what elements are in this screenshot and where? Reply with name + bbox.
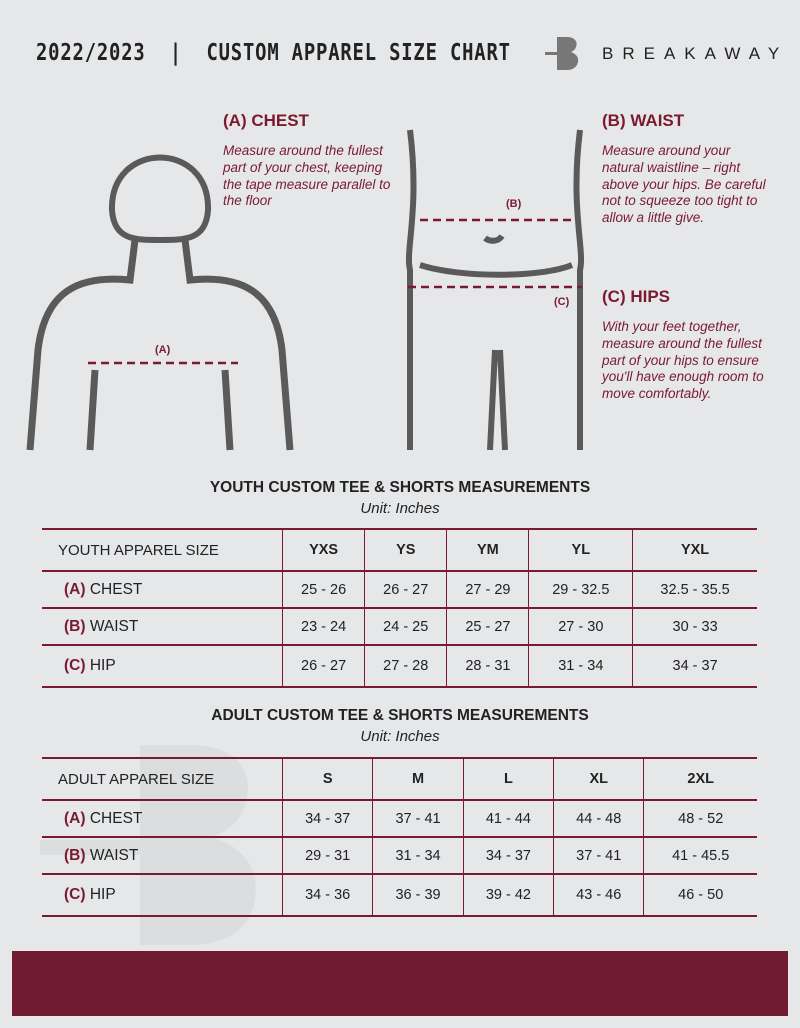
adult-size-table: ADULT APPAREL SIZE S M L XL 2XL (A) CHEST 34 … <box>42 757 757 917</box>
cell: 46 - 50 <box>643 873 757 917</box>
brand-name: BREAKAWAY <box>602 44 789 63</box>
table-row: (C) HIP 26 - 27 27 - 28 28 - 31 31 - 34 34 - … <box>42 644 757 688</box>
cell: 39 - 42 <box>462 873 554 917</box>
row-label: (A) CHEST <box>42 570 283 609</box>
cell: 23 - 24 <box>281 607 365 646</box>
youth-unit: Unit: Inches <box>360 500 440 517</box>
lower-body-outline <box>405 129 585 451</box>
size-label: YOUTH APPAREL SIZE <box>42 528 283 572</box>
size-header: L <box>462 757 554 801</box>
size-header: YM <box>446 528 529 572</box>
table-row: (A) CHEST 34 - 37 37 - 41 41 - 44 44 - 48 48 … <box>42 799 757 838</box>
hips-heading: (C) HIPS <box>602 287 670 306</box>
waist-description: Measure around your natural waistline – … <box>602 143 766 226</box>
cell: 48 - 52 <box>643 799 757 838</box>
breakaway-logo-icon <box>545 37 579 70</box>
cell: 25 - 26 <box>281 570 365 609</box>
cell: 29 - 32.5 <box>528 570 633 609</box>
head-outline <box>108 154 212 244</box>
size-header: S <box>281 757 373 801</box>
cell: 34 - 37 <box>462 836 554 875</box>
adult-table-title: ADULT CUSTOM TEE & SHORTS MEASUREMENTS <box>211 707 589 724</box>
footer-bar <box>12 951 788 1016</box>
cell: 26 - 27 <box>364 570 447 609</box>
cell: 34 - 37 <box>632 644 757 688</box>
body-illustration <box>26 129 585 451</box>
hips-description: With your feet together, measure around … <box>602 319 764 402</box>
row-label: (B) WAIST <box>42 607 283 646</box>
cell: 36 - 39 <box>372 873 464 917</box>
cell: 28 - 31 <box>446 644 529 688</box>
cell: 34 - 37 <box>281 799 373 838</box>
size-label: ADULT APPAREL SIZE <box>42 757 283 801</box>
cell: 43 - 46 <box>553 873 644 917</box>
table-row: (A) CHEST 25 - 26 26 - 27 27 - 29 29 - 32.5 3… <box>42 570 757 609</box>
cell: 30 - 33 <box>632 607 757 646</box>
page-title: 2022/2023 | CUSTOM APPAREL SIZE CHART <box>36 40 511 66</box>
row-label: (C) HIP <box>42 644 283 688</box>
cell: 27 - 29 <box>446 570 529 609</box>
cell: 31 - 34 <box>528 644 633 688</box>
cell: 41 - 45.5 <box>643 836 757 875</box>
cell: 34 - 36 <box>281 873 373 917</box>
cell: 27 - 30 <box>528 607 633 646</box>
torso-outline <box>26 239 294 451</box>
cell: 31 - 34 <box>372 836 464 875</box>
cell: 41 - 44 <box>462 799 554 838</box>
adult-unit: Unit: Inches <box>360 728 440 745</box>
size-header: YL <box>528 528 633 572</box>
waist-heading: (B) WAIST <box>602 111 685 130</box>
table-row: (C) HIP 34 - 36 36 - 39 39 - 42 43 - 46 46 - … <box>42 873 757 917</box>
cell: 29 - 31 <box>281 836 373 875</box>
cell: 24 - 25 <box>364 607 447 646</box>
cell: 27 - 28 <box>364 644 447 688</box>
size-header: YXS <box>281 528 365 572</box>
size-header: XL <box>553 757 644 801</box>
size-header: M <box>372 757 464 801</box>
cell: 37 - 41 <box>553 836 644 875</box>
row-label: (A) CHEST <box>42 799 283 838</box>
chest-description: Measure around the fullest part of your … <box>223 143 391 209</box>
chest-marker: (A) <box>155 344 171 356</box>
cell: 25 - 27 <box>446 607 529 646</box>
size-header: YXL <box>632 528 757 572</box>
youth-table-title: YOUTH CUSTOM TEE & SHORTS MEASUREMENTS <box>209 479 591 496</box>
table-row: (B) WAIST 29 - 31 31 - 34 34 - 37 37 - 41 41 … <box>42 836 757 875</box>
row-label: (C) HIP <box>42 873 283 917</box>
youth-size-table: YOUTH APPAREL SIZE YXS YS YM YL YXL (A) CHES… <box>42 528 757 688</box>
cell: 26 - 27 <box>281 644 365 688</box>
cell: 44 - 48 <box>553 799 644 838</box>
table-row: (B) WAIST 23 - 24 24 - 25 25 - 27 27 - 30 30 … <box>42 607 757 646</box>
hips-marker: (C) <box>554 296 570 308</box>
size-header: YS <box>364 528 447 572</box>
cell: 32.5 - 35.5 <box>632 570 757 609</box>
waist-marker: (B) <box>506 198 522 210</box>
size-header: 2XL <box>643 757 757 801</box>
chest-heading: (A) CHEST <box>223 111 309 130</box>
cell: 37 - 41 <box>372 799 464 838</box>
row-label: (B) WAIST <box>42 836 283 875</box>
